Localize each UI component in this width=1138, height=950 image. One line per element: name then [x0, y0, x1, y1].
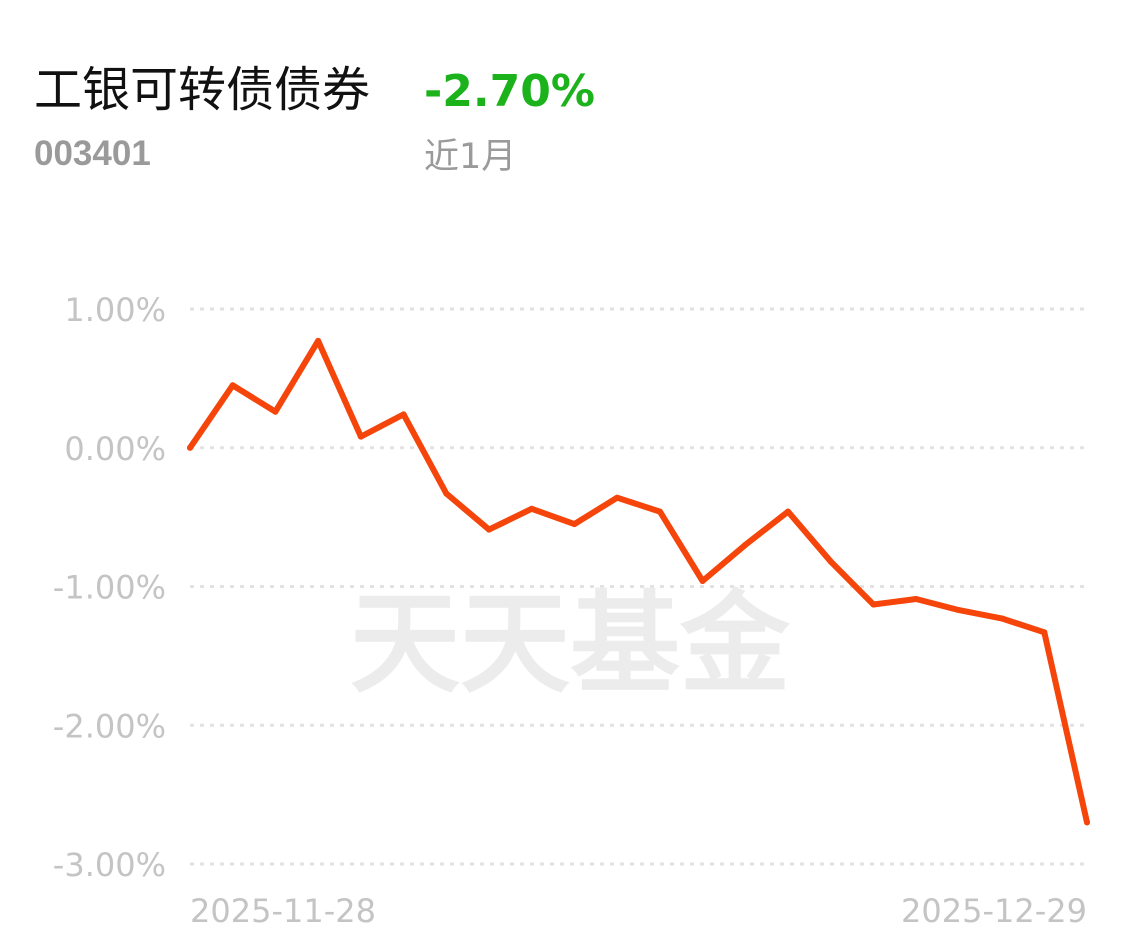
data-point [785, 508, 791, 515]
data-point [955, 607, 962, 614]
data-point [913, 596, 920, 602]
period-label[interactable]: 近1月 [424, 137, 517, 177]
data-point [699, 578, 706, 584]
data-point [315, 337, 322, 344]
fund-name: 工银可转债债券 [34, 62, 371, 118]
data-point [357, 433, 364, 440]
data-point [998, 615, 1005, 622]
y-tick-label: 0.00% [64, 430, 166, 468]
data-point [229, 382, 236, 389]
series-line [187, 337, 1090, 826]
data-point [272, 408, 279, 415]
data-point [443, 490, 450, 497]
y-tick-label: 1.00% [64, 291, 166, 329]
data-point [400, 411, 407, 418]
y-axis-ticks: 1.00% 0.00% -1.00% -2.00% -3.00% [53, 291, 166, 884]
data-point [870, 601, 877, 608]
data-point [571, 521, 578, 528]
x-tick-label: 2025-12-29 [901, 892, 1087, 930]
data-point [187, 444, 193, 451]
data-point [742, 541, 749, 548]
fund-code: 003401 [34, 134, 151, 173]
watermark: 天天基金 [350, 580, 791, 708]
data-point [827, 558, 834, 565]
data-point [614, 494, 621, 501]
data-point [486, 526, 492, 533]
x-axis-ticks: 2025-11-28 2025-12-29 [190, 892, 1087, 930]
data-point [656, 508, 663, 515]
series-layer [187, 337, 1090, 826]
data-point [1084, 819, 1090, 826]
y-tick-label: -3.00% [53, 846, 166, 884]
data-point [528, 505, 535, 512]
data-point [1041, 629, 1048, 636]
x-tick-label: 2025-11-28 [190, 892, 376, 930]
y-tick-label: -2.00% [53, 707, 166, 745]
y-tick-label: -1.00% [53, 569, 166, 607]
fund-return-value: -2.70% [424, 66, 595, 117]
